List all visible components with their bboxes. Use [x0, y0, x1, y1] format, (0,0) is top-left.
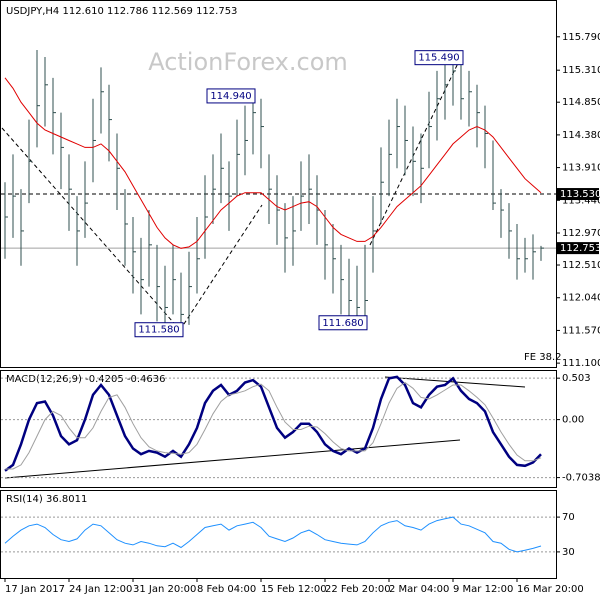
level-label: 113.530: [560, 189, 600, 200]
y-tick-label: 114.850: [562, 97, 600, 108]
x-tick-label: 22 Feb 20:00: [325, 584, 391, 595]
annotation-label: 115.490: [418, 53, 459, 64]
level-box: [557, 188, 599, 201]
trendline: [179, 204, 263, 331]
level-box: [557, 242, 599, 255]
annotation-box: [206, 88, 256, 104]
y-tick-label: 0.503: [562, 373, 591, 384]
x-tick-label: 17 Jan 2017: [5, 584, 65, 595]
y-tick-label: 113.440: [562, 195, 600, 206]
level-label: 112.753: [560, 243, 600, 254]
macd-trendline: [4, 439, 461, 479]
y-tick-label: 112.040: [562, 293, 600, 304]
annotation-box: [134, 322, 184, 338]
x-tick-label: 24 Jan 12:00: [69, 584, 132, 595]
x-tick-label: 31 Jan 20:00: [133, 584, 196, 595]
y-tick-label: 112.970: [562, 228, 600, 239]
annotation-box: [318, 315, 368, 331]
annotation-label: 111.680: [322, 318, 363, 329]
y-tick-label: 111.570: [562, 325, 600, 336]
x-tick-label: 15 Feb 12:00: [261, 584, 327, 595]
annotation-box: [414, 50, 464, 66]
y-tick-label: 111.100: [562, 358, 600, 369]
y-tick-label: 115.790: [562, 32, 600, 43]
price-panel: [0, 0, 557, 368]
y-tick-label: -0.7038: [562, 473, 600, 484]
y-tick-label: 114.380: [562, 130, 600, 141]
macd-panel: [0, 370, 557, 488]
macd-title: MACD(12,26,9) -0.4205 -0.4636: [6, 374, 166, 385]
x-tick-label: 8 Feb 04:00: [197, 584, 256, 595]
y-tick-label: 115.310: [562, 65, 600, 76]
line: [5, 381, 542, 470]
x-tick-label: 9 Mar 12:00: [453, 584, 513, 595]
y-tick-label: 113.910: [562, 163, 600, 174]
price-title: USDJPY,H4 112.610 112.786 112.569 112.75…: [6, 6, 237, 17]
rsi-panel: [0, 490, 557, 579]
fe-note: FE 38.2: [524, 352, 562, 363]
annotation-label: 111.580: [138, 325, 179, 336]
y-tick-label: 112.510: [562, 260, 600, 271]
rsi-title: RSI(14) 36.8011: [6, 494, 87, 505]
line: [4, 375, 542, 472]
y-tick-label: 30: [562, 547, 575, 558]
y-tick-label: 0.00: [562, 415, 584, 426]
line: [4, 77, 542, 249]
watermark: ActionForex.com: [148, 48, 348, 76]
y-tick-label: 70: [562, 512, 575, 523]
line: [4, 516, 542, 553]
annotation-label: 114.940: [210, 91, 251, 102]
trendline: [369, 54, 463, 246]
x-tick-label: 2 Mar 04:00: [389, 584, 449, 595]
x-tick-label: 16 Mar 20:00: [517, 584, 584, 595]
